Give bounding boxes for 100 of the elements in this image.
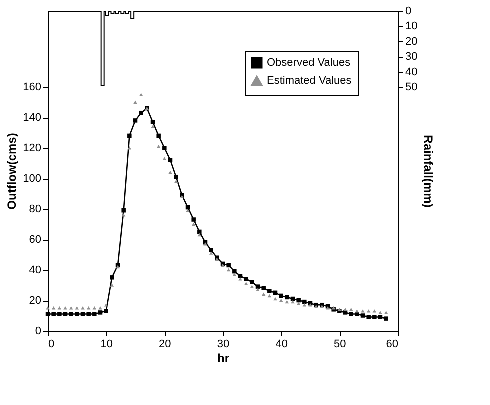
point [360,314,366,318]
point [198,233,202,237]
y2-tick-label: 30 [406,51,418,64]
point [110,284,114,287]
point [64,306,68,310]
point [81,306,85,310]
y-tick-label: 40 [29,264,42,277]
point [256,288,260,292]
y-tick-label: 100 [23,173,42,186]
x-tick-label: 40 [276,338,288,350]
point [250,280,254,284]
x-tick-label: 60 [386,338,398,350]
y2-tick-label: 40 [406,66,418,78]
y-tick-label: 120 [23,142,42,155]
point [268,289,272,294]
point [302,300,307,304]
point [69,312,74,316]
point [192,218,196,222]
point [314,305,318,308]
point [86,312,91,316]
point [63,312,68,316]
point [209,252,214,255]
point [80,312,86,316]
point [86,306,91,310]
point [75,312,80,316]
point [52,312,56,316]
point [349,312,354,316]
point [378,315,383,320]
point [244,282,248,286]
point [296,302,301,306]
point [209,248,214,252]
point [372,310,377,313]
y2-tick-label: 0 [406,6,412,18]
point [366,310,371,313]
point [122,208,126,213]
point [128,134,132,138]
point [296,298,301,303]
point [46,312,50,316]
y-tick-label: 20 [29,295,42,308]
point [238,274,243,278]
point [226,268,231,272]
point [52,306,56,310]
x-tick-label: 10 [100,338,113,350]
y-tick-label: 160 [23,82,42,94]
point [256,284,260,289]
point [384,316,388,321]
point [232,273,237,276]
x-axis-title: hr [218,352,230,366]
y-tick-label: 60 [29,234,42,246]
point [291,300,295,304]
point [58,312,62,316]
point [344,308,348,312]
x-tick-label: 0 [48,338,55,350]
legend-label: Observed Values [267,57,352,69]
point [302,303,307,307]
point [133,118,138,123]
point [150,120,156,124]
point [262,286,266,290]
point [366,315,371,320]
y-tick-label: 140 [23,112,42,124]
point [378,311,382,314]
point [156,145,161,148]
point [238,278,242,281]
point [384,311,388,314]
point [355,310,360,313]
point [156,134,161,138]
legend-label: Estimated Values [267,75,352,87]
point [58,306,62,310]
point [139,93,144,96]
x-tick-label: 50 [334,338,346,350]
point [69,306,74,310]
x-tick-label: 30 [217,338,230,350]
point [244,277,248,282]
point [279,298,284,302]
y-tick-label: 0 [35,326,42,338]
point [192,222,196,226]
point [162,146,167,150]
point [279,294,284,298]
point [104,303,108,307]
point [168,158,173,162]
point [232,269,237,274]
point [104,309,108,314]
point [110,276,114,280]
point [151,125,155,128]
point [75,306,80,310]
y2-axis-title: Rainfall(mm) [422,135,436,208]
y-tick-label: 80 [29,204,42,216]
point [361,310,365,313]
point [262,292,266,296]
point [139,110,144,116]
point [268,294,272,298]
point [168,170,172,174]
point [92,312,97,316]
y2-tick-label: 10 [406,20,418,33]
point [92,306,97,310]
point [349,308,354,312]
y2-tick-label: 20 [406,36,418,48]
point [46,306,50,310]
point [250,285,254,288]
point [285,300,290,304]
